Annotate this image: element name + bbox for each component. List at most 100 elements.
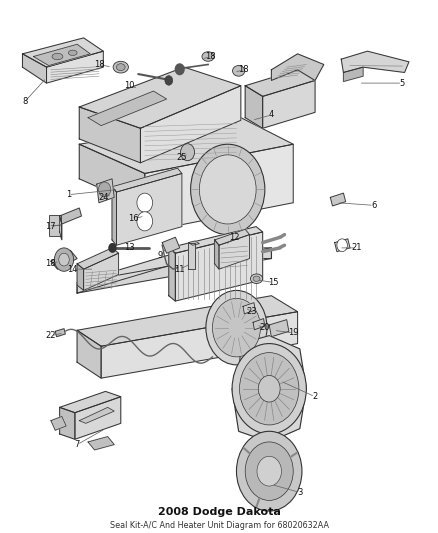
Polygon shape [169,227,263,253]
Polygon shape [22,38,103,67]
Text: 15: 15 [268,278,279,287]
Polygon shape [51,251,77,269]
Circle shape [99,182,111,197]
Circle shape [237,431,302,511]
Polygon shape [77,248,272,293]
Polygon shape [75,397,121,439]
Circle shape [212,298,261,357]
Text: 2: 2 [312,392,318,401]
Polygon shape [79,67,241,128]
Polygon shape [272,54,324,80]
Polygon shape [215,229,250,245]
Polygon shape [232,336,306,442]
Text: 23: 23 [247,307,257,316]
Ellipse shape [113,61,128,73]
Ellipse shape [251,274,263,284]
Polygon shape [79,118,293,173]
Polygon shape [77,264,84,290]
Text: 8: 8 [22,97,28,106]
Polygon shape [169,248,175,301]
Ellipse shape [233,66,245,76]
Polygon shape [77,330,101,378]
Polygon shape [88,91,166,126]
Polygon shape [79,407,114,423]
Polygon shape [101,312,297,378]
Polygon shape [253,319,265,330]
Polygon shape [245,86,263,128]
Circle shape [165,76,173,85]
Text: 17: 17 [46,222,56,231]
Text: 10: 10 [124,81,135,90]
Polygon shape [175,232,263,301]
Polygon shape [341,51,409,72]
Circle shape [245,442,293,500]
Polygon shape [245,70,315,96]
Polygon shape [335,239,350,252]
Text: 2008 Dodge Dakota: 2008 Dodge Dakota [158,507,280,517]
Polygon shape [162,237,180,253]
Polygon shape [51,416,66,430]
Circle shape [199,155,256,224]
Text: 6: 6 [371,201,377,210]
Circle shape [206,290,267,365]
Polygon shape [215,240,219,269]
Text: 16: 16 [128,214,139,223]
Circle shape [337,239,347,252]
Ellipse shape [117,63,125,70]
Polygon shape [117,173,182,245]
Text: 7: 7 [74,440,80,449]
Polygon shape [145,144,293,232]
Polygon shape [60,407,75,439]
Polygon shape [263,80,315,128]
Text: 24: 24 [98,193,109,202]
Polygon shape [343,67,363,82]
Circle shape [232,344,306,434]
Text: 18: 18 [205,52,215,61]
Text: 3: 3 [297,488,303,497]
Text: 18: 18 [238,66,248,74]
Text: 14: 14 [67,265,78,273]
Ellipse shape [202,52,214,61]
Circle shape [180,144,194,161]
Circle shape [137,212,152,231]
Polygon shape [77,248,119,269]
Polygon shape [141,86,241,163]
Circle shape [109,244,116,252]
Polygon shape [269,320,289,337]
Text: 18: 18 [46,260,56,268]
Circle shape [54,248,74,271]
Polygon shape [88,437,114,450]
Circle shape [175,64,184,75]
Text: 20: 20 [260,323,270,332]
Polygon shape [60,216,62,240]
Text: 12: 12 [229,233,240,242]
Ellipse shape [52,53,63,60]
Text: 22: 22 [46,331,56,340]
Polygon shape [188,241,199,245]
Polygon shape [46,51,103,83]
Text: 21: 21 [351,244,362,253]
Ellipse shape [68,50,77,55]
Polygon shape [243,303,255,314]
Polygon shape [112,168,182,192]
Polygon shape [77,296,297,346]
Text: 1: 1 [66,190,71,199]
Text: 5: 5 [400,78,405,87]
Text: 13: 13 [124,244,135,253]
Polygon shape [219,235,250,269]
Text: 11: 11 [174,265,185,273]
Text: 9: 9 [157,252,162,260]
Polygon shape [22,54,46,83]
Polygon shape [55,329,65,337]
Polygon shape [330,193,346,206]
Polygon shape [112,187,117,245]
Ellipse shape [253,276,260,281]
Polygon shape [60,391,121,413]
Polygon shape [97,179,114,203]
Text: 19: 19 [288,328,298,337]
Circle shape [240,353,299,425]
Polygon shape [33,44,90,66]
Text: 4: 4 [269,110,274,119]
Bar [49,215,61,236]
Text: Seal Kit-A/C And Heater Unit Diagram for 68020632AA: Seal Kit-A/C And Heater Unit Diagram for… [110,521,328,530]
